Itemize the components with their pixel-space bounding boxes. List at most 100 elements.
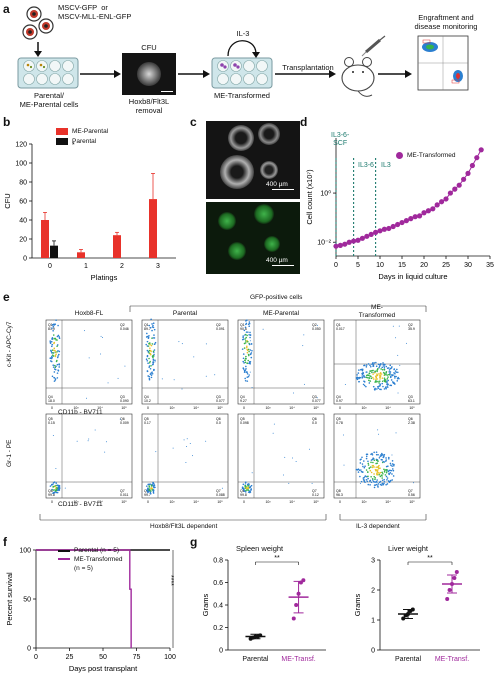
- flow-event: [49, 485, 52, 487]
- y-tick-label-b: 60: [19, 199, 27, 206]
- flow-event: [246, 351, 249, 354]
- flow-event: [389, 364, 392, 367]
- flow-axis-tick: 0: [147, 406, 149, 410]
- flow-event: [376, 378, 378, 380]
- flow-event: [358, 469, 361, 472]
- data-point-d: [368, 231, 374, 237]
- flow-event: [361, 369, 364, 372]
- flow-event: [150, 318, 152, 321]
- data-point-d: [377, 228, 383, 234]
- y-tick-label-b: 40: [19, 218, 27, 225]
- flow-event: [390, 379, 393, 381]
- flow-event: [245, 357, 247, 360]
- y-tick-label-g: 0.8: [213, 558, 223, 565]
- flow-plot-frame: [141, 319, 229, 405]
- y-tick-label-g: 0.2: [213, 625, 223, 632]
- flow-event: [56, 335, 59, 338]
- flow-event: [361, 376, 364, 379]
- flow-event: [246, 380, 249, 382]
- quad-label: Q5: [240, 417, 245, 421]
- quad-value: 0.15: [48, 421, 55, 425]
- flow-event: [55, 491, 58, 494]
- flow-event: [152, 356, 154, 359]
- x-tick-label-d: 20: [420, 262, 428, 269]
- flow-event: [152, 481, 154, 484]
- flow-event: [262, 328, 264, 330]
- flow-event: [379, 375, 382, 377]
- flow-event: [388, 369, 391, 371]
- flow-event: [378, 365, 381, 368]
- flow-event: [389, 472, 392, 474]
- flow-event: [365, 376, 368, 379]
- flow-event: [371, 454, 374, 456]
- flow-event: [372, 458, 375, 460]
- flow-event: [397, 392, 399, 394]
- flow-event: [374, 381, 376, 383]
- flow-event: [363, 364, 366, 367]
- fluorescence-micrograph: 400 µm: [206, 202, 300, 274]
- flow-event: [292, 457, 294, 459]
- flow-event: [52, 366, 55, 368]
- quad-label: Q8: [48, 489, 53, 493]
- flow-event: [357, 471, 360, 473]
- y-tick-label-g: 0: [371, 648, 375, 655]
- flow-event: [370, 459, 373, 461]
- col-title-me-transformed: ME- Transformed: [358, 304, 396, 319]
- row2-ylabel: Gr-1 - PE: [6, 439, 13, 467]
- flow-event: [386, 367, 389, 369]
- flow-event: [361, 463, 364, 465]
- quad-label: Q3: [408, 395, 413, 399]
- flow-event: [54, 354, 57, 357]
- flow-event: [57, 324, 59, 327]
- flow-event: [154, 341, 157, 344]
- flow-event: [247, 485, 249, 487]
- flow-event: [242, 360, 245, 363]
- flow-event: [378, 481, 381, 484]
- flow-axis-tick: 10⁵: [409, 406, 415, 410]
- flow-event: [391, 381, 394, 383]
- quad-value: 0.78: [336, 421, 343, 425]
- flow-event: [105, 441, 107, 443]
- panel-d-chart: 0 5 10 15 20 25 30 35 10⁰ 10⁻² Cell count (x10⁷) Da…: [305, 138, 494, 281]
- flow-event: [365, 385, 367, 388]
- flow-event: [356, 378, 359, 381]
- flow-event: [343, 464, 345, 466]
- flow-event: [161, 378, 163, 380]
- flow-event: [205, 375, 207, 377]
- flow-event: [245, 368, 247, 370]
- flow-event: [366, 376, 369, 379]
- flow-event: [373, 486, 376, 489]
- flow-event: [55, 339, 57, 341]
- flow-event: [88, 357, 90, 359]
- flow-event: [51, 352, 53, 354]
- quad-label: Q6: [408, 417, 413, 421]
- panel-label-d: d: [300, 115, 308, 129]
- flow-event: [384, 379, 387, 381]
- flow-event: [146, 370, 149, 373]
- flow-event: [247, 331, 249, 333]
- x-tick-label-d: 10: [376, 262, 384, 269]
- flow-event: [372, 376, 374, 379]
- flow-event: [381, 366, 384, 369]
- flow-event: [385, 387, 387, 389]
- virus-icon: [22, 6, 54, 40]
- x-tick-label-g: ME-Transf.: [281, 656, 315, 663]
- data-point-g: [450, 582, 454, 586]
- x-tick-label-f: 50: [99, 654, 107, 661]
- col-title-me-parental: ME-Parental: [262, 310, 300, 317]
- flow-axis-tick: 10⁵: [313, 500, 319, 504]
- panel-label-f: f: [3, 535, 7, 549]
- flow-event: [246, 334, 248, 337]
- flow-event: [373, 362, 376, 364]
- flow-event: [243, 362, 245, 364]
- data-point-g: [452, 576, 457, 580]
- x-tick-label-g: ME-Transf.: [435, 656, 469, 663]
- data-point-d: [342, 241, 348, 247]
- flow-event: [391, 465, 393, 467]
- flow-event: [152, 489, 155, 492]
- flow-event: [153, 328, 156, 331]
- flow-event: [377, 467, 380, 469]
- flow-event: [54, 485, 57, 488]
- flow-event: [371, 371, 373, 374]
- quad-value: 0.17: [144, 421, 151, 425]
